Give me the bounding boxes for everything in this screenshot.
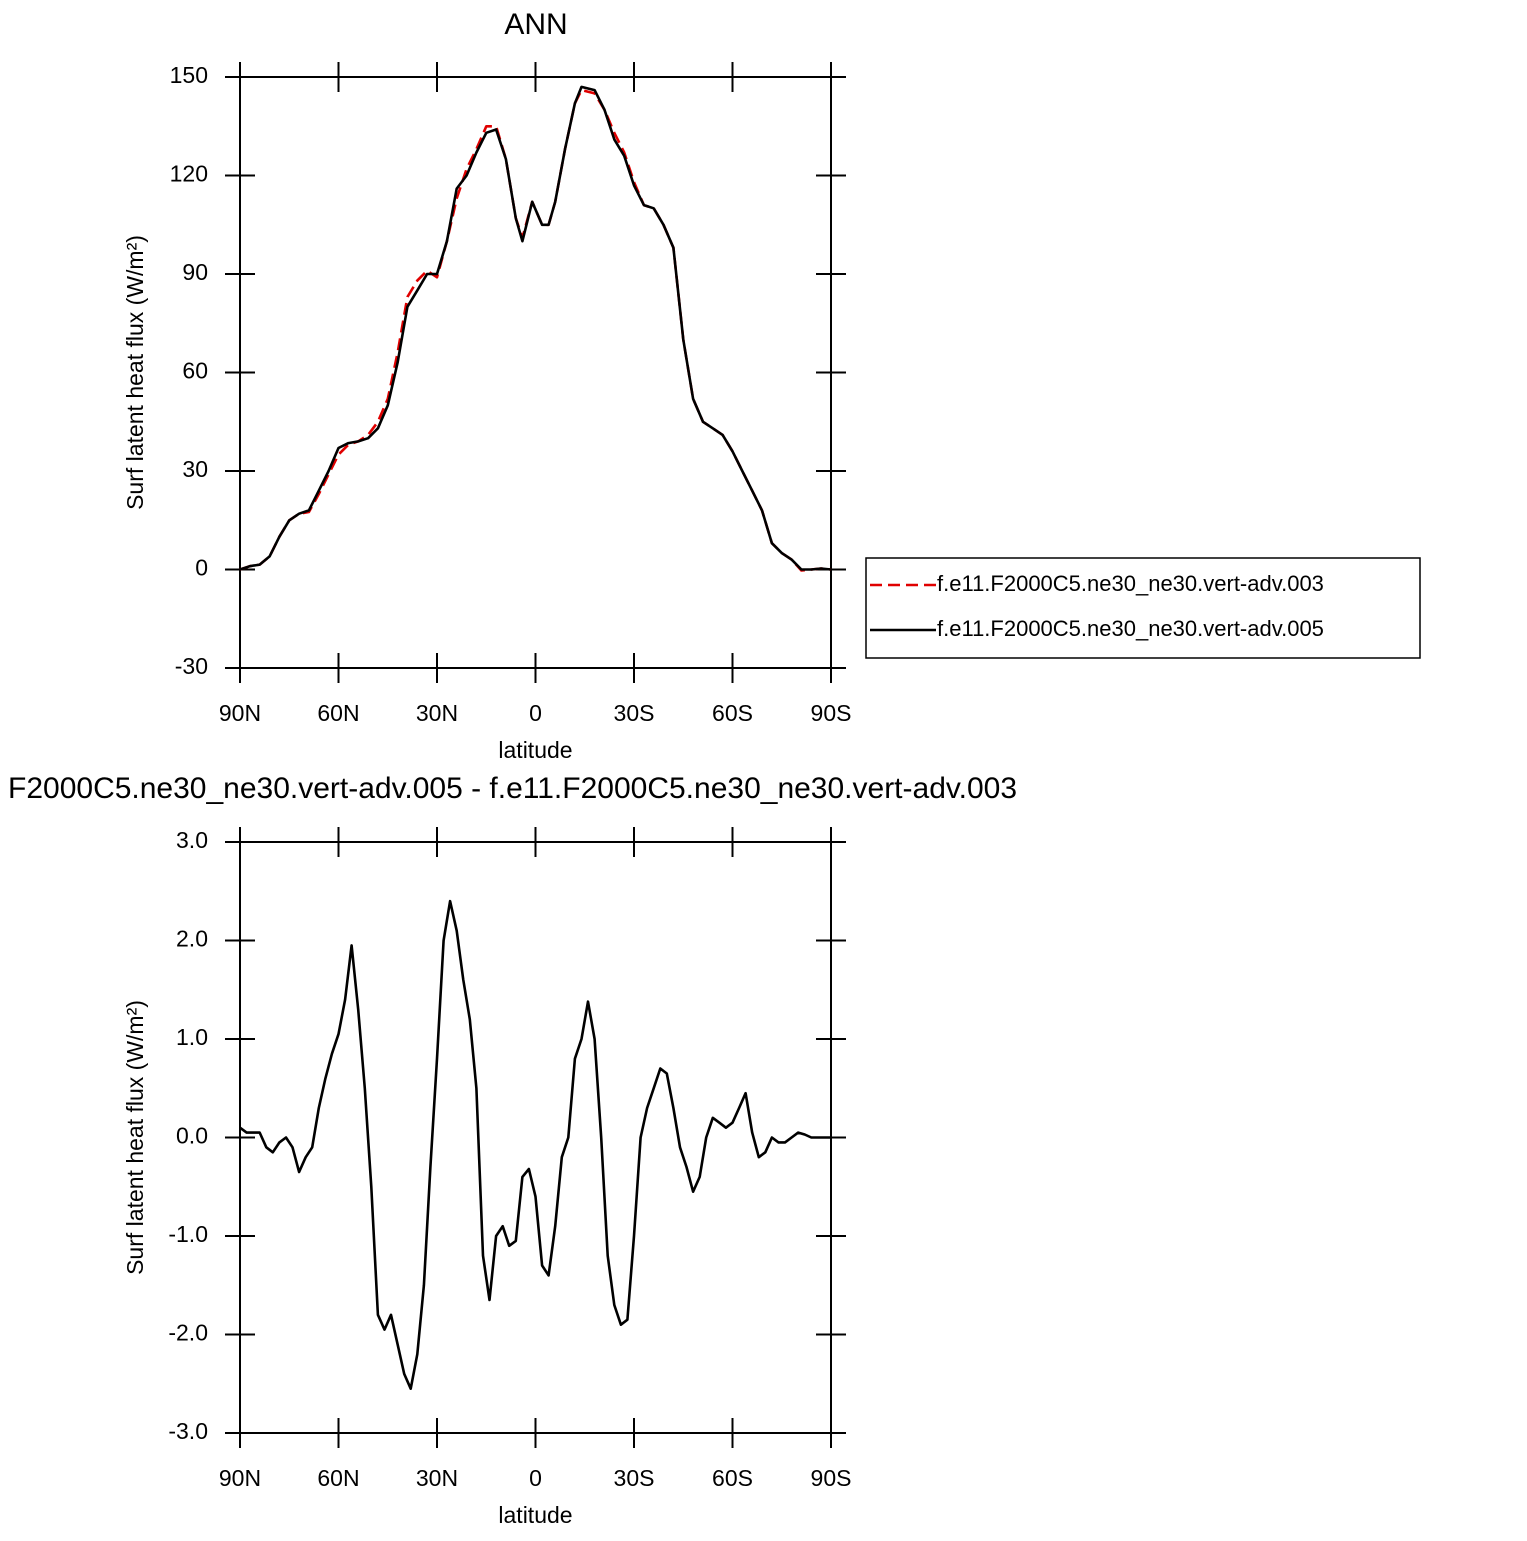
y-tick-label: 3.0	[176, 827, 208, 853]
y-tick-label: 30	[182, 456, 208, 482]
x-tick-label: 90S	[811, 1465, 852, 1491]
x-tick-label: 60S	[712, 1465, 753, 1491]
y-axis-label: Surf latent heat flux (W/m²)	[122, 235, 148, 510]
x-tick-label: 60S	[712, 700, 753, 726]
x-tick-label: 60N	[317, 700, 359, 726]
y-tick-label: 90	[182, 259, 208, 285]
x-tick-label: 0	[529, 700, 542, 726]
x-tick-label: 60N	[317, 1465, 359, 1491]
data-line	[239, 88, 832, 572]
legend-label: f.e11.F2000C5.ne30_ne30.vert-adv.005	[937, 616, 1324, 641]
chart-title: F2000C5.ne30_ne30.vert-adv.005 - f.e11.F…	[8, 772, 1017, 805]
legend-label: f.e11.F2000C5.ne30_ne30.vert-adv.003	[937, 571, 1324, 596]
y-tick-label: 120	[170, 161, 208, 187]
plot-frame	[239, 76, 832, 669]
y-tick-label: 60	[182, 358, 208, 384]
y-tick-label: -2.0	[168, 1320, 208, 1346]
x-tick-label: 90N	[219, 700, 261, 726]
y-tick-label: 0.0	[176, 1123, 208, 1149]
x-axis-label: latitude	[498, 1502, 572, 1528]
y-axis-label: Surf latent heat flux (W/m²)	[122, 1000, 148, 1275]
x-tick-label: 90S	[811, 700, 852, 726]
legend-box	[865, 557, 1421, 659]
data-line	[239, 899, 831, 1390]
x-tick-label: 90N	[219, 1465, 261, 1491]
y-tick-label: 2.0	[176, 926, 208, 952]
y-tick-label: 0	[195, 555, 208, 581]
y-tick-label: -30	[175, 653, 208, 679]
x-tick-label: 30S	[614, 1465, 655, 1491]
y-tick-label: -1.0	[168, 1221, 208, 1247]
x-tick-label: 30N	[416, 700, 458, 726]
chart-title: ANN	[504, 8, 567, 41]
x-tick-label: 30N	[416, 1465, 458, 1491]
plot-frame	[239, 841, 832, 1434]
y-tick-label: 150	[170, 62, 208, 88]
x-tick-label: 30S	[614, 700, 655, 726]
y-tick-label: 1.0	[176, 1024, 208, 1050]
x-tick-label: 0	[529, 1465, 542, 1491]
y-tick-label: -3.0	[168, 1418, 208, 1444]
data-line	[239, 85, 832, 571]
x-axis-label: latitude	[498, 737, 572, 763]
